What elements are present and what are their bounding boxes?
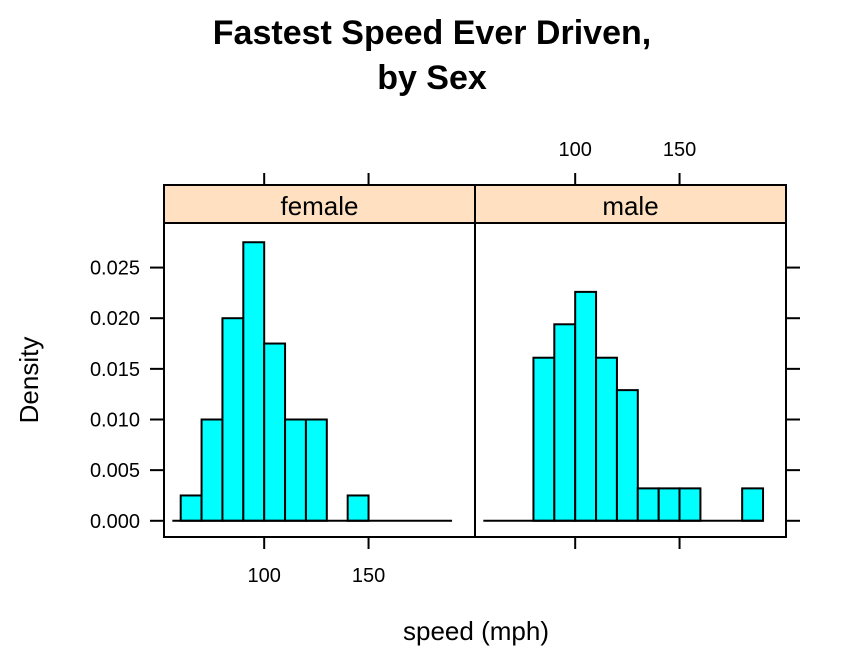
x-tick-label-bottom-100: 100 [248, 565, 281, 587]
plot-area: female 100 150 male 100 150 0.000 0.005 0.010 0.0… [90, 139, 800, 587]
x-tick-label-top-100: 100 [559, 139, 592, 161]
bar-female-60 [179, 494, 203, 522]
chart-title-line-2: by Sex [377, 59, 487, 97]
bar-female-110 [284, 418, 307, 522]
bar-male-110 [595, 356, 618, 522]
x-axis-label: speed (mph) [403, 616, 549, 646]
panel-border-male [474, 222, 787, 538]
strip-male [474, 184, 787, 224]
x-tick-label-bottom-150: 150 [352, 565, 385, 587]
bar-male-90 [553, 323, 577, 522]
y-tick-label-1: 0.005 [90, 460, 140, 482]
bar-female-140 [346, 494, 370, 522]
bar-female-120 [304, 418, 328, 522]
panel-male: male 100 150 [474, 139, 787, 549]
panel-female: female 100 150 [163, 173, 476, 587]
bar-male-150 [678, 487, 702, 522]
bar-male-130 [636, 487, 660, 522]
y-tick-label-3: 0.015 [90, 359, 140, 381]
bar-male-80 [532, 356, 556, 522]
strip-label-female: female [280, 191, 358, 221]
y-tick-label-5: 0.025 [90, 258, 140, 280]
x-tick-label-top-150: 150 [663, 139, 696, 161]
bar-male-120 [615, 389, 639, 522]
bar-female-80 [221, 317, 245, 522]
bar-female-70 [200, 418, 224, 522]
y-tick-label-2: 0.010 [90, 410, 140, 432]
bar-female-90 [242, 241, 266, 522]
bar-male-140 [657, 487, 681, 522]
bar-female-100 [263, 342, 287, 522]
bar-male-100 [574, 290, 598, 522]
y-tick-label-0: 0.000 [90, 511, 140, 533]
chart-title-line-1: Fastest Speed Ever Driven, [213, 14, 651, 52]
y-axis-label: Density [14, 337, 44, 424]
strip-female [163, 184, 476, 224]
strip-label-male: male [602, 191, 658, 221]
bar-male-180 [741, 487, 765, 522]
y-tick-label-4: 0.020 [90, 308, 140, 330]
